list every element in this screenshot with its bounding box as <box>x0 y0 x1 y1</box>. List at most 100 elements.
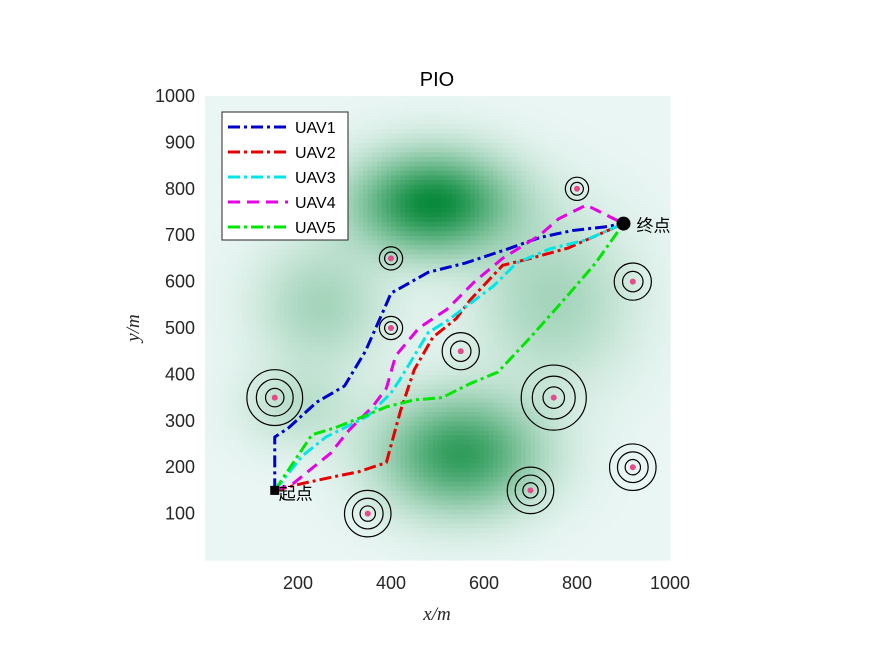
terrain-cell <box>274 365 280 371</box>
terrain-cell <box>298 555 304 561</box>
terrain-cell <box>432 188 439 195</box>
terrain-cell <box>321 388 327 394</box>
terrain-cell <box>386 239 392 246</box>
terrain-cell <box>242 244 248 250</box>
terrain-cell <box>265 536 271 543</box>
terrain-cell <box>381 434 387 440</box>
terrain-cell <box>372 133 378 139</box>
terrain-cell <box>321 416 327 422</box>
terrain-cell <box>409 536 415 543</box>
terrain-cell <box>367 420 373 427</box>
terrain-cell <box>358 114 364 120</box>
terrain-cell <box>330 485 336 491</box>
terrain-cell <box>349 96 355 102</box>
terrain-cell <box>270 499 276 505</box>
terrain-cell <box>265 485 271 491</box>
terrain-cell <box>214 184 220 190</box>
terrain-cell <box>209 123 215 130</box>
terrain-cell <box>237 495 243 501</box>
terrain-cell <box>209 109 215 116</box>
terrain-cell <box>395 207 401 213</box>
terrain-cell <box>321 541 327 547</box>
terrain-cell <box>381 416 387 422</box>
terrain-cell <box>395 416 401 422</box>
terrain-cell <box>307 471 313 478</box>
terrain-cell <box>232 402 239 408</box>
terrain-cell <box>321 258 327 264</box>
terrain-cell <box>321 406 327 413</box>
terrain-cell <box>409 485 415 491</box>
terrain-cell <box>377 536 383 543</box>
terrain-cell <box>423 499 429 505</box>
terrain-cell <box>246 286 253 292</box>
terrain-cell <box>404 444 411 450</box>
terrain-cell <box>414 193 420 199</box>
terrain-cell <box>237 379 243 385</box>
terrain-cell <box>418 188 425 195</box>
terrain-cell <box>209 225 215 232</box>
terrain-cell <box>400 123 406 130</box>
terrain-cell <box>288 337 294 343</box>
terrain-cell <box>293 402 299 408</box>
terrain-cell <box>395 290 401 297</box>
terrain-cell <box>237 244 243 250</box>
terrain-cell <box>409 476 415 482</box>
terrain-cell <box>298 323 304 329</box>
terrain-cell <box>307 263 313 269</box>
terrain-cell <box>339 272 346 278</box>
terrain-cell <box>265 471 271 478</box>
terrain-cell <box>260 495 267 501</box>
terrain-cell <box>265 508 271 515</box>
terrain-cell <box>325 444 332 450</box>
terrain-cell <box>293 467 299 473</box>
terrain-cell <box>381 216 387 222</box>
terrain-cell <box>237 239 243 246</box>
terrain-cell <box>330 309 336 315</box>
terrain-cell <box>214 508 220 515</box>
terrain-cell <box>418 202 425 208</box>
terrain-cell <box>423 179 429 185</box>
terrain-cell <box>246 346 253 352</box>
terrain-cell <box>260 471 267 478</box>
terrain-cell <box>298 485 304 491</box>
terrain-cell <box>265 346 271 352</box>
terrain-cell <box>404 457 411 464</box>
terrain-cell <box>432 179 439 185</box>
terrain-cell <box>311 351 318 357</box>
terrain-cell <box>395 267 401 273</box>
terrain-cell <box>404 318 411 324</box>
terrain-cell <box>432 351 439 357</box>
terrain-cell <box>409 304 415 311</box>
terrain-cell <box>307 411 313 417</box>
terrain-cell <box>251 402 257 408</box>
terrain-cell <box>205 128 211 134</box>
terrain-cell <box>339 397 346 403</box>
terrain-cell <box>311 249 318 255</box>
terrain-cell <box>381 156 387 162</box>
terrain-cell <box>409 481 415 487</box>
terrain-cell <box>302 374 308 380</box>
terrain-cell <box>423 142 429 148</box>
terrain-cell <box>353 230 360 236</box>
terrain-cell <box>218 100 225 106</box>
terrain-cell <box>404 346 411 352</box>
terrain-cell <box>432 346 439 352</box>
terrain-cell <box>339 314 346 320</box>
terrain-cell <box>330 402 336 408</box>
terrain-cell <box>404 137 411 143</box>
terrain-cell <box>367 481 373 487</box>
terrain-cell <box>232 518 239 524</box>
terrain-cell <box>205 522 211 529</box>
terrain-cell <box>293 420 299 427</box>
terrain-cell <box>349 341 355 348</box>
terrain-cell <box>432 225 439 232</box>
terrain-cell <box>395 221 401 227</box>
terrain-cell <box>409 174 415 181</box>
terrain-cell <box>358 485 364 491</box>
terrain-cell <box>404 225 411 232</box>
terrain-cell <box>358 328 364 334</box>
terrain-cell <box>251 258 257 264</box>
terrain-cell <box>418 276 425 283</box>
terrain-cell <box>358 383 364 389</box>
terrain-cell <box>363 420 369 427</box>
